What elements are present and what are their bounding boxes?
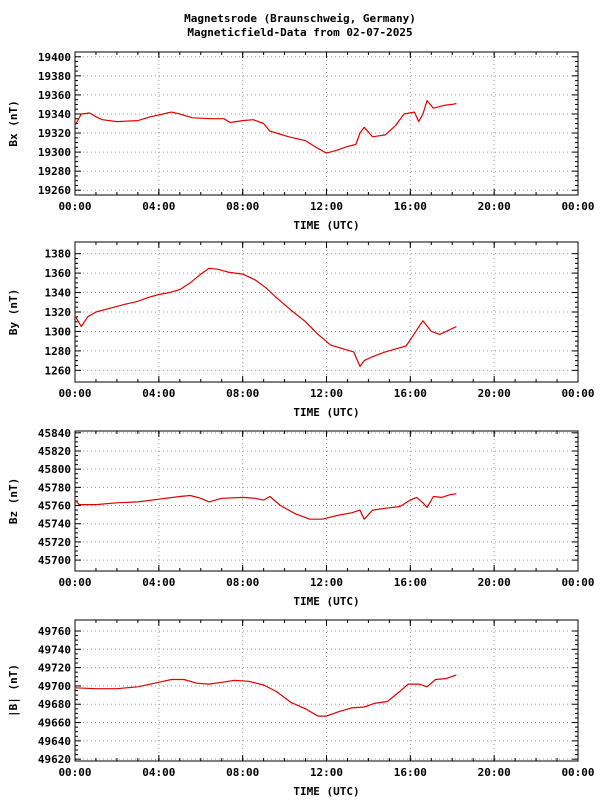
y-tick-label: 49700: [38, 680, 71, 693]
x-tick-label: 12:00: [310, 576, 343, 589]
y-tick-label: 1260: [45, 364, 72, 377]
y-tick-label: 1280: [45, 345, 72, 358]
x-tick-label: 00:00: [58, 200, 91, 213]
x-tick-label: 00:00: [561, 576, 594, 589]
y-tick-label: 19380: [38, 70, 71, 83]
x-tick-label: 12:00: [310, 766, 343, 779]
series-line: [74, 99, 457, 154]
y-tick-label: 1320: [45, 306, 72, 319]
y-tick-label: 19340: [38, 108, 71, 121]
x-tick-label: 20:00: [478, 200, 511, 213]
x-tick-label: 00:00: [561, 200, 594, 213]
plot-frame: [74, 430, 579, 572]
y-tick-label: 49740: [38, 643, 71, 656]
chart-title: Magnetsrode (Braunschweig, Germany): [184, 12, 416, 25]
y-tick-label: 19320: [38, 127, 71, 140]
x-axis-label: TIME (UTC): [293, 595, 359, 608]
x-tick-label: 00:00: [58, 387, 91, 400]
x-tick-label: 12:00: [310, 200, 343, 213]
x-tick-label: 16:00: [394, 766, 427, 779]
series-line: [74, 267, 457, 367]
x-tick-label: 20:00: [478, 576, 511, 589]
y-tick-label: 49620: [38, 753, 71, 766]
y-axis-label: Bz (nT): [7, 478, 20, 524]
y-tick-label: 49680: [38, 698, 71, 711]
x-tick-label: 12:00: [310, 387, 343, 400]
chart-title-block: Magnetsrode (Braunschweig, Germany) Magn…: [0, 12, 600, 40]
y-tick-label: 45800: [38, 463, 71, 476]
x-axis-label: TIME (UTC): [293, 406, 359, 419]
y-tick-label: 45700: [38, 554, 71, 567]
y-tick-label: 1380: [45, 248, 72, 261]
chart-panel-4: 49620 49640 49660 49680 49700 49720 49740 49760…: [7, 619, 595, 798]
y-tick-label: 45760: [38, 500, 71, 513]
y-tick-label: 19280: [38, 165, 71, 178]
x-axis-label: TIME (UTC): [293, 785, 359, 798]
y-tick-label: 45740: [38, 518, 71, 531]
y-tick-label: 45720: [38, 536, 71, 549]
y-tick-label: 49640: [38, 735, 71, 748]
x-tick-label: 08:00: [226, 387, 259, 400]
plot-frame: [74, 241, 579, 383]
x-tick-label: 08:00: [226, 766, 259, 779]
x-tick-label: 08:00: [226, 576, 259, 589]
x-tick-label: 20:00: [478, 766, 511, 779]
y-tick-label: 1360: [45, 267, 72, 280]
y-axis-label: |B| (nT): [7, 664, 20, 717]
x-tick-label: 16:00: [394, 576, 427, 589]
x-tick-label: 16:00: [394, 387, 427, 400]
y-tick-label: 19260: [38, 184, 71, 197]
y-tick-label: 19400: [38, 51, 71, 64]
x-tick-label: 00:00: [561, 387, 594, 400]
y-tick-label: 49760: [38, 625, 71, 638]
x-tick-label: 04:00: [142, 576, 175, 589]
x-tick-label: 16:00: [394, 200, 427, 213]
plot-frame: [74, 619, 579, 762]
x-tick-label: 20:00: [478, 387, 511, 400]
y-tick-label: 49720: [38, 662, 71, 675]
y-tick-label: 19300: [38, 146, 71, 159]
chart-subtitle: Magneticfield-Data from 02-07-2025: [187, 26, 413, 39]
x-axis-label: TIME (UTC): [293, 219, 359, 232]
series-line: [74, 493, 457, 520]
y-axis-label: Bx (nT): [7, 100, 20, 146]
y-tick-label: 1300: [45, 325, 72, 338]
x-tick-label: 04:00: [142, 387, 175, 400]
plot-frame: [74, 51, 579, 196]
chart-panel-1: 19260 19280 19300 19320 19340 19360 19380 19400…: [7, 51, 595, 232]
x-tick-label: 00:00: [58, 576, 91, 589]
series-line: [74, 674, 457, 717]
y-tick-label: 45780: [38, 481, 71, 494]
x-tick-label: 04:00: [142, 200, 175, 213]
y-tick-label: 45820: [38, 445, 71, 458]
y-tick-label: 49660: [38, 717, 71, 730]
y-tick-label: 45840: [38, 427, 71, 440]
x-tick-label: 00:00: [561, 766, 594, 779]
y-tick-label: 19360: [38, 89, 71, 102]
x-tick-label: 04:00: [142, 766, 175, 779]
x-tick-label: 08:00: [226, 200, 259, 213]
x-tick-label: 00:00: [58, 766, 91, 779]
chart-panel-3: 45700 45720 45740 45760 45780 45800 45820 45840…: [7, 427, 595, 608]
y-axis-label: By (nT): [7, 289, 20, 335]
chart-panel-2: 1260 1280 1300 1320 1340 1360 1380 00:00 04:00 08…: [7, 241, 595, 419]
y-tick-label: 1340: [45, 287, 72, 300]
